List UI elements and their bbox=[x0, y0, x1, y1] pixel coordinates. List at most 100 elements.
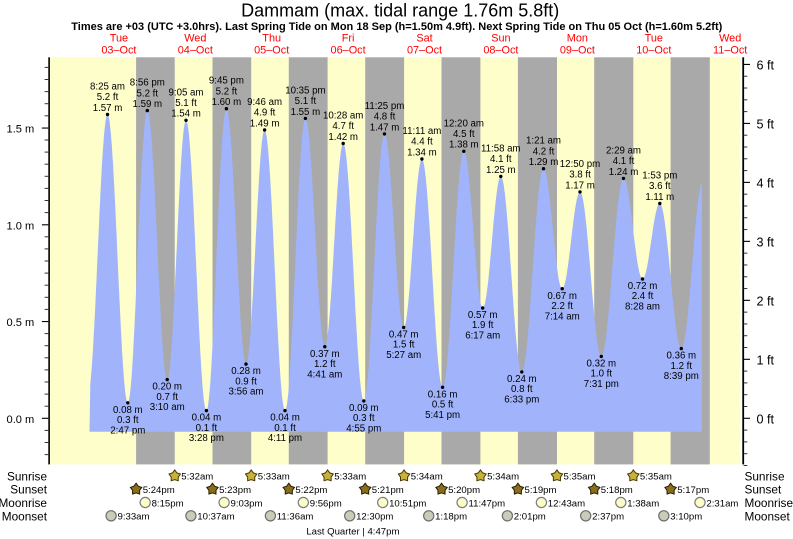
svg-text:8:56 pm: 8:56 pm bbox=[130, 78, 165, 89]
svg-text:5:33am: 5:33am bbox=[334, 472, 366, 483]
svg-text:4.9 ft: 4.9 ft bbox=[254, 108, 276, 119]
svg-text:1.60 m: 1.60 m bbox=[212, 97, 242, 108]
svg-text:12:43am: 12:43am bbox=[548, 498, 585, 509]
svg-text:12:30pm: 12:30pm bbox=[356, 512, 393, 523]
svg-text:4:41 am: 4:41 am bbox=[307, 369, 342, 380]
svg-text:5:33am: 5:33am bbox=[258, 472, 290, 483]
svg-text:Wed: Wed bbox=[184, 33, 206, 45]
svg-text:4.1 ft: 4.1 ft bbox=[490, 154, 512, 165]
svg-text:9:46 am: 9:46 am bbox=[247, 97, 282, 108]
svg-text:2:47 pm: 2:47 pm bbox=[110, 425, 145, 436]
svg-text:9:56pm: 9:56pm bbox=[310, 498, 342, 509]
svg-text:4.1 ft: 4.1 ft bbox=[613, 156, 635, 167]
svg-text:0.20 m: 0.20 m bbox=[152, 382, 182, 393]
svg-text:0.72 m: 0.72 m bbox=[628, 281, 658, 292]
svg-text:2:31am: 2:31am bbox=[706, 498, 738, 509]
svg-text:1.57 m: 1.57 m bbox=[93, 103, 123, 114]
svg-text:1.34 m: 1.34 m bbox=[407, 147, 437, 158]
svg-text:05–Oct: 05–Oct bbox=[254, 44, 289, 56]
svg-text:3:10pm: 3:10pm bbox=[670, 512, 702, 523]
svg-text:1:53 pm: 1:53 pm bbox=[642, 171, 677, 182]
svg-text:Mon: Mon bbox=[567, 33, 588, 45]
svg-text:07–Oct: 07–Oct bbox=[407, 44, 442, 56]
svg-text:5:34am: 5:34am bbox=[487, 472, 519, 483]
svg-text:1.55 m: 1.55 m bbox=[291, 107, 321, 118]
svg-text:4.4 ft: 4.4 ft bbox=[411, 137, 433, 148]
svg-text:2:01pm: 2:01pm bbox=[514, 512, 546, 523]
svg-text:1.24 m: 1.24 m bbox=[609, 167, 639, 178]
svg-text:0.47 m: 0.47 m bbox=[389, 330, 419, 341]
svg-text:5 ft: 5 ft bbox=[757, 117, 775, 131]
svg-text:0 ft: 0 ft bbox=[757, 412, 775, 426]
svg-text:1.38 m: 1.38 m bbox=[449, 140, 479, 151]
svg-text:11:11 am: 11:11 am bbox=[402, 126, 441, 137]
svg-text:1.17 m: 1.17 m bbox=[565, 180, 595, 191]
svg-text:0.5 m: 0.5 m bbox=[7, 317, 35, 329]
svg-text:0.32 m: 0.32 m bbox=[586, 359, 616, 370]
svg-text:9:45 pm: 9:45 pm bbox=[209, 76, 244, 87]
svg-text:3:56 am: 3:56 am bbox=[228, 387, 263, 398]
svg-text:0.09 m: 0.09 m bbox=[349, 403, 379, 414]
svg-text:1.11 m: 1.11 m bbox=[645, 192, 674, 203]
svg-text:9:33am: 9:33am bbox=[118, 512, 150, 523]
svg-text:2:29 am: 2:29 am bbox=[606, 145, 641, 156]
svg-text:10:51pm: 10:51pm bbox=[389, 498, 426, 509]
svg-text:9:03pm: 9:03pm bbox=[231, 498, 263, 509]
svg-text:5:24pm: 5:24pm bbox=[143, 485, 175, 496]
svg-text:4:55 pm: 4:55 pm bbox=[346, 424, 381, 435]
svg-text:10:35 pm: 10:35 pm bbox=[285, 85, 325, 96]
svg-text:0.08 m: 0.08 m bbox=[113, 405, 143, 416]
svg-text:0.3 ft: 0.3 ft bbox=[353, 413, 375, 424]
svg-text:5:23pm: 5:23pm bbox=[219, 485, 251, 496]
svg-text:0.0 m: 0.0 m bbox=[7, 414, 35, 426]
svg-text:Sun: Sun bbox=[491, 33, 510, 45]
svg-text:1.0 m: 1.0 m bbox=[7, 220, 35, 232]
svg-text:5.1 ft: 5.1 ft bbox=[175, 98, 197, 109]
svg-text:06–Oct: 06–Oct bbox=[331, 44, 366, 56]
svg-text:8:39 pm: 8:39 pm bbox=[664, 371, 699, 382]
svg-text:5:17pm: 5:17pm bbox=[677, 485, 709, 496]
svg-text:11:47pm: 11:47pm bbox=[469, 498, 506, 509]
svg-text:1.25 m: 1.25 m bbox=[486, 165, 516, 176]
svg-text:Sunset: Sunset bbox=[745, 483, 782, 497]
svg-text:1.29 m: 1.29 m bbox=[529, 157, 559, 168]
svg-text:1.47 m: 1.47 m bbox=[370, 122, 400, 133]
svg-text:4 ft: 4 ft bbox=[757, 176, 775, 190]
svg-text:0.1 ft: 0.1 ft bbox=[274, 423, 296, 434]
svg-text:Sat: Sat bbox=[416, 33, 432, 45]
svg-text:1:38am: 1:38am bbox=[627, 498, 659, 509]
svg-text:0.9 ft: 0.9 ft bbox=[235, 376, 257, 387]
svg-text:4.8 ft: 4.8 ft bbox=[374, 112, 396, 123]
svg-text:0.8 ft: 0.8 ft bbox=[511, 384, 533, 395]
svg-text:6:33 pm: 6:33 pm bbox=[504, 395, 539, 406]
svg-text:4:11 pm: 4:11 pm bbox=[268, 433, 302, 444]
svg-text:09–Oct: 09–Oct bbox=[560, 44, 595, 56]
svg-text:5:20pm: 5:20pm bbox=[448, 485, 480, 496]
svg-text:5:27 am: 5:27 am bbox=[386, 350, 421, 361]
svg-text:10–Oct: 10–Oct bbox=[636, 44, 671, 56]
svg-text:3 ft: 3 ft bbox=[757, 235, 775, 249]
svg-text:03–Oct: 03–Oct bbox=[101, 44, 136, 56]
svg-text:9:05 am: 9:05 am bbox=[168, 87, 203, 98]
svg-text:5.1 ft: 5.1 ft bbox=[295, 96, 317, 107]
svg-text:5:18pm: 5:18pm bbox=[601, 485, 633, 496]
svg-text:0.67 m: 0.67 m bbox=[547, 291, 577, 302]
svg-text:2.2 ft: 2.2 ft bbox=[551, 301, 573, 312]
svg-text:10:28 am: 10:28 am bbox=[323, 111, 363, 122]
svg-text:1.2 ft: 1.2 ft bbox=[671, 361, 693, 372]
svg-text:4.5 ft: 4.5 ft bbox=[453, 129, 475, 140]
svg-text:1.2 ft: 1.2 ft bbox=[314, 359, 336, 370]
svg-text:Tue: Tue bbox=[110, 33, 128, 45]
svg-text:7:31 pm: 7:31 pm bbox=[584, 379, 619, 390]
svg-text:5:41 pm: 5:41 pm bbox=[425, 410, 460, 421]
svg-text:7:14 am: 7:14 am bbox=[545, 311, 580, 322]
svg-text:1 ft: 1 ft bbox=[757, 353, 775, 367]
svg-text:11–Oct: 11–Oct bbox=[713, 44, 747, 56]
svg-text:Moonrise: Moonrise bbox=[0, 496, 47, 510]
svg-text:Moonrise: Moonrise bbox=[745, 496, 793, 510]
svg-text:5.2 ft: 5.2 ft bbox=[97, 92, 119, 103]
svg-text:8:28 am: 8:28 am bbox=[625, 302, 660, 313]
svg-text:0.04 m: 0.04 m bbox=[270, 413, 300, 424]
svg-text:Sunset: Sunset bbox=[10, 483, 47, 497]
svg-text:12:50 pm: 12:50 pm bbox=[560, 159, 600, 170]
